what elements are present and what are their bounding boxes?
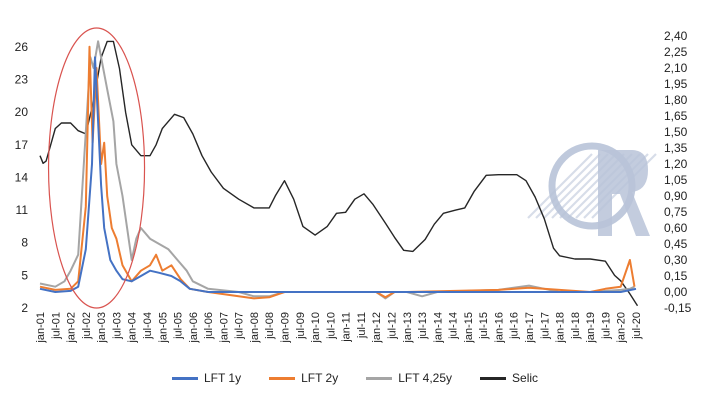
series-line-selic [39,40,639,307]
x-tick-label: jan-18 [555,312,567,344]
x-tick-label: jan-04 [127,312,139,344]
x-tick-label: jan-11 [341,312,353,343]
legend-item-selic: Selic [480,371,538,385]
left-tick-label: 26 [15,40,29,54]
left-tick-label: 14 [15,170,29,184]
legend-item-lft-1y: LFT 1y [171,371,242,385]
x-tick-label: jan-03 [96,312,108,344]
x-tick-label: jul-02 [81,312,93,340]
x-tick-label: jul-01 [50,312,62,340]
x-tick-label: jan-19 [585,312,597,344]
logo-hatch-shape [535,153,601,219]
x-tick-label: jul-14 [448,312,460,340]
legend-swatch-selic [480,376,507,380]
series-lines [39,40,639,307]
x-tick-label: jan-09 [280,312,292,344]
x-tick-label: jan-16 [493,312,505,344]
x-tick-label: jan-10 [310,312,322,344]
right-tick-label: 2,25 [664,45,688,59]
x-tick-label: jan-15 [463,312,475,344]
logo-letter-r-shape [598,150,650,236]
legend-label-lft-4-25y: LFT 4,25y [398,371,453,385]
left-axis: 2 5 8 11 14 17 20 23 26 [15,40,29,315]
x-tick-label: jan-08 [249,312,261,344]
right-tick-label: 1,95 [664,77,688,91]
x-tick-label: jul-13 [417,312,429,340]
x-tick-label: jul-17 [539,312,551,340]
logo-hatch-shape [527,153,593,219]
right-tick-label: 1,65 [664,109,688,123]
x-tick-label: jul-04 [142,312,154,340]
logo-hatch-shape [543,153,609,219]
x-tick-label: jan-02 [66,312,78,344]
right-tick-label: 0,30 [664,253,688,267]
x-tick-label: jul-06 [203,312,215,340]
x-tick-label: jul-11 [356,312,368,339]
right-tick-label: 1,05 [664,173,688,187]
right-tick-label: 1,35 [664,141,688,155]
left-tick-label: 20 [15,105,29,119]
right-tick-label: 0,60 [664,221,688,235]
left-tick-label: 5 [21,268,28,282]
legend: LFT 1y LFT 2y LFT 4,25y Selic [0,364,710,392]
x-tick-label: jul-15 [478,312,490,340]
peak-highlight-ellipse [47,27,146,309]
x-tick-label: jul-12 [386,312,398,340]
x-axis: jan-01 jul-01 jan-02 jul-02 jan-03 jul-03 jan-… [35,312,643,344]
left-tick-label: 11 [16,203,29,217]
legend-label-lft-2y: LFT 2y [301,371,339,385]
left-tick-label: 8 [21,236,28,250]
x-tick-label: jan-17 [524,312,536,344]
series-line-lft-1y [39,56,637,293]
x-tick-label: jul-19 [600,312,612,340]
legend-label-selic: Selic [512,371,539,385]
right-tick-label: 0,45 [664,237,688,251]
right-tick-label: 1,20 [664,157,688,171]
x-tick-label: jul-18 [570,312,582,340]
x-tick-label: jul-05 [173,312,185,340]
x-tick-label: jan-20 [616,312,628,344]
x-tick-label: jul-10 [325,312,337,340]
right-tick-label: 2,40 [664,29,688,43]
legend-item-lft-2y: LFT 2y [269,371,338,385]
x-tick-label: jan-13 [402,312,414,344]
x-tick-label: jan-05 [157,312,169,344]
legend-swatch-lft-4-25y [366,376,393,380]
x-tick-label: jan-06 [188,312,200,344]
right-tick-label: 0,75 [664,205,688,219]
right-tick-label: 2,10 [664,61,688,75]
right-tick-label: -0,15 [664,301,692,315]
left-tick-label: 17 [15,138,29,152]
x-tick-label: jan-14 [432,312,444,344]
legend-swatch-lft-2y [269,376,296,380]
legend-swatch-lft-1y [171,376,198,380]
legend-item-lft-4-25y: LFT 4,25y [366,371,452,385]
right-tick-label: 0,00 [664,285,688,299]
right-tick-label: 0,90 [664,189,688,203]
x-tick-label: jan-01 [35,312,47,344]
x-tick-label: jan-12 [371,312,383,344]
right-tick-label: 0,15 [664,269,688,283]
highlight-ellipse [47,27,146,309]
right-tick-label: 1,80 [664,93,688,107]
x-tick-label: jul-16 [509,312,521,340]
right-axis: 2,40 2,25 2,10 1,95 1,80 1,65 1,50 1,35 1,20 1,05… [664,29,692,315]
legend-label-lft-1y: LFT 1y [203,371,242,385]
x-tick-label: jul-03 [111,312,123,340]
left-tick-label: 23 [15,73,29,87]
x-tick-label: jul-09 [295,312,307,340]
x-tick-label: jul-07 [234,312,246,340]
x-tick-label: jul-08 [264,312,276,340]
x-tick-label: jul-20 [631,312,643,340]
left-tick-label: 2 [21,301,28,315]
x-tick-label: jan-07 [218,312,230,344]
company-logo-watermark [527,142,657,236]
right-tick-label: 1,50 [664,125,688,139]
